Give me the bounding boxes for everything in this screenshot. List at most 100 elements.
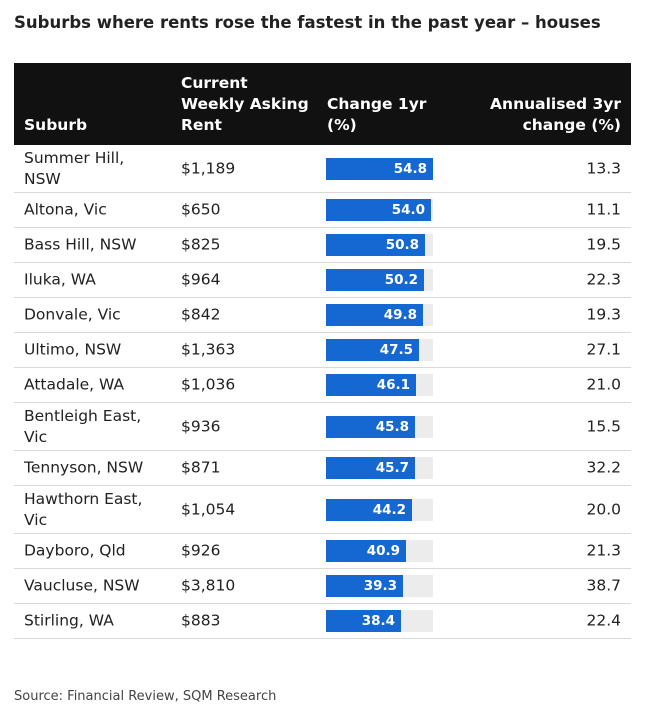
change-bar bbox=[326, 415, 415, 438]
table-row: Bentleigh East, Vic $936 45.8 15.5 bbox=[14, 403, 631, 451]
bar-track: 45.7 bbox=[326, 457, 433, 479]
cell-annualised: 19.3 bbox=[586, 305, 621, 324]
bar-track: 40.9 bbox=[326, 540, 433, 562]
change-bar-label: 44.2 bbox=[372, 501, 406, 518]
bar-track: 47.5 bbox=[326, 339, 433, 361]
table-row: Ultimo, NSW $1,363 47.5 27.1 bbox=[14, 333, 631, 368]
bar-track: 45.8 bbox=[326, 415, 433, 438]
change-bar-label: 54.0 bbox=[391, 202, 425, 218]
cell-annualised: 15.5 bbox=[586, 417, 621, 435]
bar-track: 50.8 bbox=[326, 234, 433, 256]
change-bar bbox=[326, 457, 415, 479]
change-bar bbox=[326, 157, 433, 180]
cell-rent: $936 bbox=[181, 417, 221, 435]
cell-annualised: 22.4 bbox=[586, 611, 621, 630]
cell-suburb: Vaucluse, NSW bbox=[24, 576, 140, 595]
cell-annualised: 19.5 bbox=[586, 235, 621, 254]
bar-track: 54.8 bbox=[326, 157, 433, 180]
cell-annualised: 21.3 bbox=[586, 541, 621, 560]
change-bar-label: 38.4 bbox=[361, 613, 395, 629]
change-bar-label: 39.3 bbox=[363, 578, 397, 594]
bar-track: 44.2 bbox=[326, 498, 433, 521]
cell-rent: $1,189 bbox=[181, 159, 236, 177]
table-row: Hawthorn East, Vic $1,054 44.2 20.0 bbox=[14, 486, 631, 534]
change-bar-label: 47.5 bbox=[379, 342, 413, 358]
change-bar bbox=[326, 575, 403, 597]
change-bar bbox=[326, 234, 425, 256]
cell-rent: $926 bbox=[181, 541, 221, 560]
change-bar bbox=[326, 304, 423, 326]
table-row: Vaucluse, NSW $3,810 39.3 38.7 bbox=[14, 569, 631, 604]
change-bar bbox=[326, 199, 431, 221]
cell-suburb: Ultimo, NSW bbox=[24, 340, 122, 359]
table-row: Dayboro, Qld $926 40.9 21.3 bbox=[14, 534, 631, 569]
table-row: Iluka, WA $964 50.2 22.3 bbox=[14, 263, 631, 298]
cell-annualised: 32.2 bbox=[586, 458, 621, 477]
table-row: Tennyson, NSW $871 45.7 32.2 bbox=[14, 451, 631, 486]
change-bar bbox=[326, 610, 401, 632]
cell-suburb: Hawthorn East, Vic bbox=[24, 489, 143, 529]
table-row: Bass Hill, NSW $825 50.8 19.5 bbox=[14, 228, 631, 263]
cell-annualised: 11.1 bbox=[586, 200, 621, 219]
cell-suburb: Bentleigh East, Vic bbox=[24, 406, 142, 446]
cell-rent: $871 bbox=[181, 458, 221, 477]
cell-rent: $1,036 bbox=[181, 375, 236, 394]
header-annualised-3yr: Annualised 3yr change (%) bbox=[490, 95, 621, 134]
change-bar-label: 49.8 bbox=[383, 307, 417, 323]
change-bar-label: 50.8 bbox=[385, 237, 419, 253]
cell-rent: $650 bbox=[181, 200, 221, 219]
change-bar-label: 45.8 bbox=[375, 418, 409, 435]
chart-title: Suburbs where rents rose the fastest in … bbox=[14, 13, 601, 32]
cell-rent: $842 bbox=[181, 305, 221, 324]
cell-rent: $1,054 bbox=[181, 500, 236, 518]
change-bar-label: 50.2 bbox=[384, 272, 418, 288]
change-bar bbox=[326, 269, 424, 291]
change-bar-label: 45.7 bbox=[375, 460, 409, 476]
bar-track: 50.2 bbox=[326, 269, 433, 291]
cell-annualised: 27.1 bbox=[586, 340, 621, 359]
table-row: Attadale, WA $1,036 46.1 21.0 bbox=[14, 368, 631, 403]
cell-suburb: Dayboro, Qld bbox=[24, 541, 126, 560]
cell-rent: $964 bbox=[181, 270, 221, 289]
cell-suburb: Iluka, WA bbox=[24, 270, 96, 289]
cell-suburb: Altona, Vic bbox=[24, 200, 107, 219]
bar-track: 39.3 bbox=[326, 575, 433, 597]
bar-track: 38.4 bbox=[326, 610, 433, 632]
table-row: Donvale, Vic $842 49.8 19.3 bbox=[14, 298, 631, 333]
bar-track: 49.8 bbox=[326, 304, 433, 326]
cell-suburb: Stirling, WA bbox=[24, 611, 114, 630]
cell-rent: $883 bbox=[181, 611, 221, 630]
cell-rent: $1,363 bbox=[181, 340, 236, 359]
source-note: Source: Financial Review, SQM Research bbox=[14, 689, 277, 704]
change-bar bbox=[326, 374, 416, 396]
change-bar bbox=[326, 339, 419, 361]
cell-annualised: 22.3 bbox=[586, 270, 621, 289]
cell-suburb: Summer Hill, NSW bbox=[24, 148, 125, 188]
table-row: Summer Hill, NSW $1,189 54.8 13.3 bbox=[14, 145, 631, 193]
cell-suburb: Donvale, Vic bbox=[24, 305, 121, 324]
cell-annualised: 21.0 bbox=[586, 375, 621, 394]
rent-table: Suburb Current Weekly Asking Rent Change… bbox=[14, 63, 631, 639]
table-row: Altona, Vic $650 54.0 11.1 bbox=[14, 193, 631, 228]
header-rent: Current Weekly Asking Rent bbox=[181, 74, 309, 134]
cell-rent: $3,810 bbox=[181, 576, 236, 595]
cell-suburb: Bass Hill, NSW bbox=[24, 235, 137, 254]
cell-suburb: Attadale, WA bbox=[24, 375, 125, 394]
bar-track: 54.0 bbox=[326, 199, 433, 221]
change-bar-label: 40.9 bbox=[366, 543, 400, 559]
change-bar-label: 54.8 bbox=[393, 160, 427, 177]
table-body: Summer Hill, NSW $1,189 54.8 13.3 Altona, Vi… bbox=[14, 145, 631, 639]
bar-track: 46.1 bbox=[326, 374, 433, 396]
cell-rent: $825 bbox=[181, 235, 221, 254]
change-bar bbox=[326, 540, 406, 562]
header-change-1yr: Change 1yr (%) bbox=[327, 95, 427, 134]
table-header: Suburb Current Weekly Asking Rent Change… bbox=[14, 63, 631, 145]
cell-annualised: 20.0 bbox=[586, 500, 621, 518]
header-suburb: Suburb bbox=[24, 116, 88, 134]
table-row: Stirling, WA $883 38.4 22.4 bbox=[14, 604, 631, 639]
cell-annualised: 13.3 bbox=[586, 159, 621, 177]
change-bar bbox=[326, 498, 412, 521]
change-bar-label: 46.1 bbox=[376, 377, 410, 393]
cell-annualised: 38.7 bbox=[586, 576, 621, 595]
cell-suburb: Tennyson, NSW bbox=[24, 458, 144, 477]
